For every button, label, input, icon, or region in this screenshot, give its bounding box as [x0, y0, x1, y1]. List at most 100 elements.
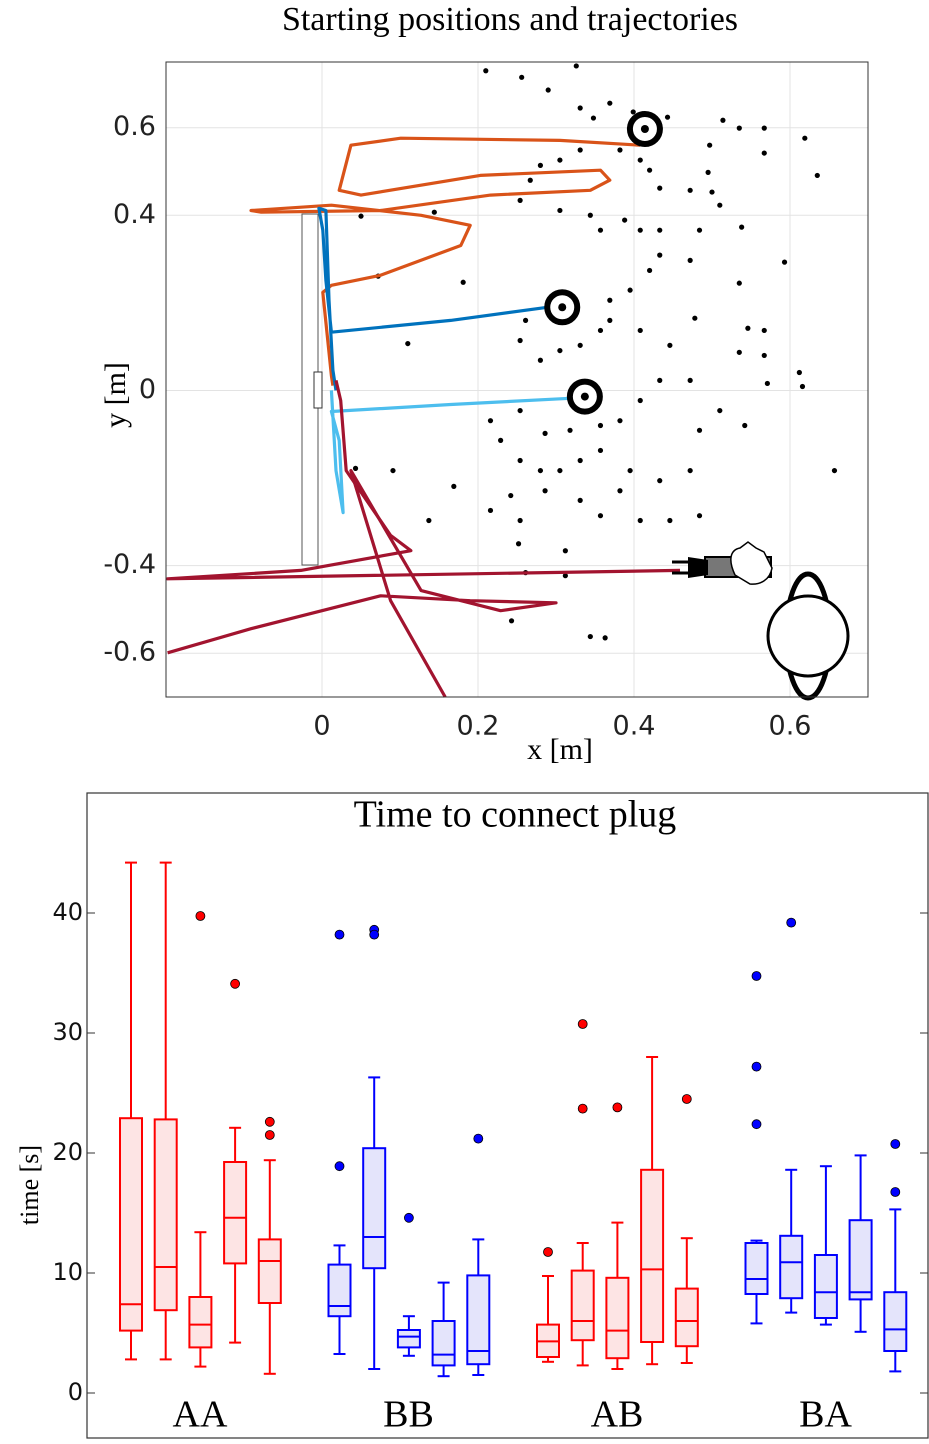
start-point [745, 325, 751, 331]
start-point [517, 517, 523, 524]
outlier [751, 1119, 762, 1130]
start-point [587, 633, 593, 640]
start-point [742, 422, 748, 429]
head [766, 594, 850, 678]
start-point [637, 397, 643, 404]
start-point [667, 342, 673, 348]
x-tick-label: 0.2 [457, 711, 500, 742]
start-point [487, 418, 494, 424]
start-point [637, 517, 643, 524]
y-tick-label: 0.6 [113, 111, 156, 142]
start-point [781, 259, 788, 265]
trajectory [329, 390, 571, 515]
box [188, 1296, 213, 1349]
box [848, 1219, 873, 1301]
start-point [814, 172, 820, 179]
outlier [890, 1187, 901, 1197]
y-axis-label: y [m] [99, 362, 132, 428]
start-point [483, 68, 489, 74]
start-point [647, 167, 653, 173]
start-point [542, 430, 548, 436]
outlier [751, 1061, 762, 1072]
start-point [617, 488, 623, 494]
y-tick-label: -0.6 [103, 637, 156, 668]
plug-pins [672, 560, 690, 575]
start-point [577, 147, 583, 153]
box [674, 1287, 699, 1348]
start-point [537, 467, 544, 474]
start-point [627, 287, 633, 293]
y-tick-label: 40 [52, 898, 83, 926]
start-point [717, 407, 723, 414]
start-point [707, 142, 713, 148]
x-tick-label: 0 [313, 711, 330, 742]
start-point [597, 227, 604, 233]
start-point [736, 280, 742, 286]
start-point [617, 147, 623, 153]
y-tick-label: 20 [52, 1138, 83, 1166]
start-point [451, 483, 457, 489]
start-point [405, 340, 411, 347]
start-point [627, 467, 633, 474]
start-point [517, 197, 523, 203]
start-point [720, 117, 726, 123]
x-axis-label: x [m] [527, 733, 593, 766]
box [223, 1161, 248, 1265]
y-tick-label: 0 [139, 374, 156, 405]
chart-title: Starting positions and trajectories [282, 1, 738, 38]
start-point [692, 315, 698, 321]
outlier [612, 1102, 623, 1113]
start-point [687, 187, 693, 193]
box [362, 1147, 387, 1270]
outlier [751, 971, 762, 981]
start-point [705, 169, 711, 175]
outlier [403, 1212, 414, 1223]
trajectory [166, 380, 681, 581]
target-center [640, 125, 649, 134]
start-point [664, 114, 671, 120]
hand [730, 541, 773, 585]
outlier [473, 1133, 484, 1144]
start-point [657, 377, 663, 383]
start-point [687, 467, 693, 474]
box [257, 1238, 282, 1305]
start-point [577, 457, 583, 464]
start-point [761, 327, 767, 334]
outlier [334, 929, 345, 940]
x-tick-label: 0.4 [613, 711, 656, 742]
start-point [802, 135, 808, 141]
start-point [508, 492, 514, 499]
start-point [545, 87, 551, 93]
start-point [717, 202, 723, 208]
start-point [657, 227, 663, 233]
start-point [696, 227, 703, 233]
target-center [580, 392, 589, 401]
box [883, 1291, 908, 1352]
start-point [647, 267, 653, 274]
start-point [607, 100, 613, 106]
start-point [358, 213, 364, 219]
start-point [352, 465, 359, 471]
start-point [487, 507, 494, 514]
start-point [567, 427, 573, 433]
start-point [498, 437, 504, 443]
box [744, 1242, 769, 1295]
start-point [831, 467, 838, 474]
box [153, 1118, 178, 1312]
outlier [577, 1103, 588, 1114]
trajectory [167, 469, 558, 698]
start-point [637, 157, 643, 163]
trajectory [317, 206, 549, 391]
target-center [558, 303, 567, 312]
start-point [657, 252, 663, 258]
group-label: AA [173, 1394, 228, 1436]
outlier [577, 1019, 588, 1029]
outlier [786, 917, 797, 928]
start-point [637, 327, 643, 334]
outlier [264, 1130, 275, 1140]
start-point [597, 327, 604, 334]
start-point [431, 209, 437, 215]
start-point [517, 337, 523, 344]
chart-title: Time to connect plug [354, 794, 677, 836]
